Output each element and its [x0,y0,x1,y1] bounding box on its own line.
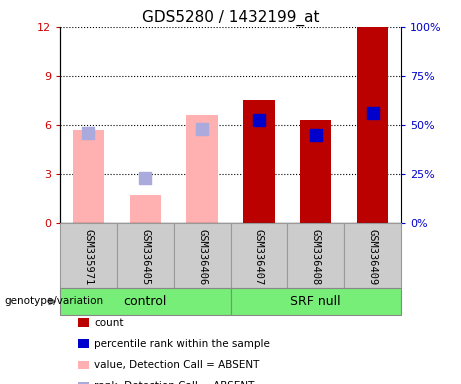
Bar [344,223,401,288]
Text: rank, Detection Call = ABSENT: rank, Detection Call = ABSENT [94,381,254,384]
Text: count: count [94,318,124,328]
Bar [130,195,161,223]
Point [255,117,263,123]
Text: control: control [124,295,167,308]
Point [85,129,92,136]
Bar [230,288,401,315]
Bar [287,223,344,288]
Point [312,131,319,138]
Text: genotype/variation: genotype/variation [5,296,104,306]
Text: GSM336406: GSM336406 [197,229,207,285]
Bar [243,100,275,223]
Bar [60,223,117,288]
Text: GSM336405: GSM336405 [140,229,150,285]
Text: percentile rank within the sample: percentile rank within the sample [94,339,270,349]
Text: value, Detection Call = ABSENT: value, Detection Call = ABSENT [94,360,260,370]
Point [198,126,206,132]
Bar [60,288,230,315]
Bar [117,223,174,288]
Bar [73,130,104,223]
Text: SRF null: SRF null [290,295,341,308]
Title: GDS5280 / 1432199_at: GDS5280 / 1432199_at [142,9,319,25]
Text: GSM336408: GSM336408 [311,229,321,285]
Bar [300,120,331,223]
Bar [174,223,230,288]
Point [142,175,149,181]
Point [369,110,376,116]
Text: GSM336409: GSM336409 [367,229,378,285]
Text: GSM336407: GSM336407 [254,229,264,285]
Text: GSM335971: GSM335971 [83,229,94,285]
Bar [357,27,388,223]
Bar [230,223,287,288]
Bar [186,115,218,223]
